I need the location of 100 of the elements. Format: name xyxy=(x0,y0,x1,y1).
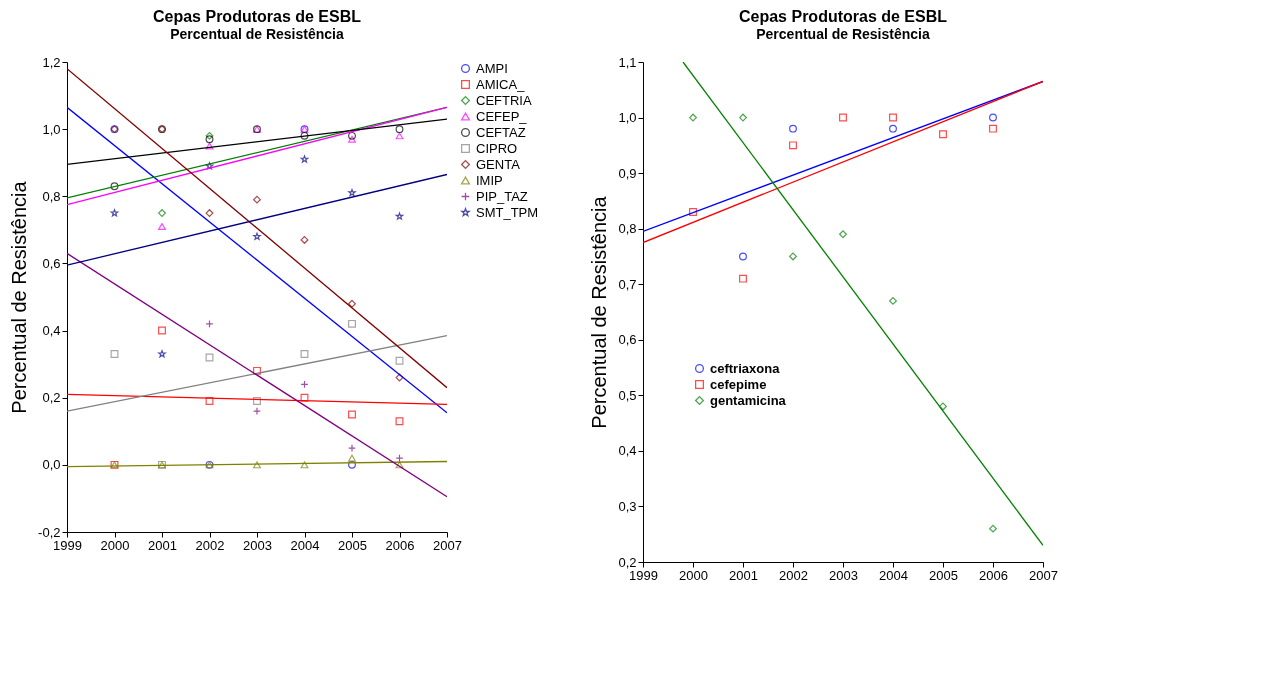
chart-subtitle: Percentual de Resistência xyxy=(170,26,344,42)
point xyxy=(789,141,797,150)
point xyxy=(158,223,166,231)
y-tick-label: 0,5 xyxy=(618,387,637,403)
chart-title: Cepas Produtoras de ESBL xyxy=(152,8,362,25)
point xyxy=(395,373,404,382)
point xyxy=(939,130,947,139)
point xyxy=(348,135,356,143)
x-tick-label: 2001 xyxy=(729,567,758,583)
point xyxy=(205,319,214,328)
x-tick-label: 2007 xyxy=(433,537,462,553)
y-tick-label: 1,0 xyxy=(42,121,61,137)
x-tick-label: 2002 xyxy=(779,567,808,583)
y-tick-label: 0,8 xyxy=(618,221,637,237)
point xyxy=(348,444,356,453)
point xyxy=(889,296,897,305)
legend-label: CEFTAZ xyxy=(476,124,526,140)
point xyxy=(395,454,404,463)
point xyxy=(348,460,356,469)
point xyxy=(789,252,797,261)
point xyxy=(300,393,309,402)
point xyxy=(939,402,947,411)
point xyxy=(300,461,309,469)
point xyxy=(110,209,119,217)
point xyxy=(395,461,404,469)
point xyxy=(253,397,261,406)
y-tick-label: 0,7 xyxy=(618,276,637,292)
legend-label: CEFTRIA xyxy=(476,92,532,108)
point xyxy=(205,353,214,362)
point xyxy=(348,454,356,462)
x-tick-label: 2003 xyxy=(243,537,272,553)
legend-label: AMPI xyxy=(476,60,508,76)
legend-label: CIPRO xyxy=(476,140,518,156)
point xyxy=(739,252,747,261)
point xyxy=(158,326,166,335)
point xyxy=(110,350,119,359)
legend-label: cefepime xyxy=(710,376,767,392)
point xyxy=(348,410,356,419)
point xyxy=(300,155,309,163)
point xyxy=(395,212,404,220)
x-tick-label: 2000 xyxy=(679,567,708,583)
y-tick-label: 1,0 xyxy=(618,110,637,126)
y-tick-label: -0,2 xyxy=(38,524,61,540)
y-axis-title: Percentual de Resistência xyxy=(8,180,31,414)
x-tick-label: 2005 xyxy=(338,537,367,553)
point xyxy=(395,417,404,426)
x-tick-label: 2002 xyxy=(195,537,225,553)
point xyxy=(689,113,697,122)
y-tick-label: 0,3 xyxy=(618,498,637,514)
y-tick-label: 0,2 xyxy=(42,390,61,406)
y-tick-label: 0,6 xyxy=(42,255,61,271)
point xyxy=(158,350,166,358)
point xyxy=(253,461,261,469)
legend-label: AMICA_ xyxy=(476,76,526,92)
point xyxy=(889,124,897,133)
point xyxy=(253,366,261,375)
x-tick-label: 2004 xyxy=(290,537,320,553)
point xyxy=(205,209,214,218)
point xyxy=(348,299,356,308)
point xyxy=(889,113,897,122)
x-tick-label: 2004 xyxy=(879,567,908,583)
x-tick-label: 2007 xyxy=(1029,567,1058,583)
point xyxy=(395,132,404,140)
point xyxy=(348,319,356,328)
point xyxy=(348,131,356,140)
point xyxy=(739,113,747,122)
y-tick-label: 0,4 xyxy=(42,323,61,339)
point xyxy=(205,162,214,170)
point xyxy=(158,209,166,218)
legend-label: GENTA xyxy=(476,156,521,172)
y-tick-label: 0,4 xyxy=(618,443,637,459)
point xyxy=(205,142,214,150)
chart-title: Cepas Produtoras de ESBL xyxy=(738,8,948,25)
x-tick-label: 2003 xyxy=(829,567,858,583)
point xyxy=(300,235,309,244)
point xyxy=(110,182,119,191)
y-tick-label: 0,0 xyxy=(42,457,61,473)
x-tick-label: 2006 xyxy=(385,537,415,553)
point xyxy=(989,124,997,133)
chart-subtitle: Percentual de Resistência xyxy=(756,26,930,42)
legend-label: PIP_TAZ xyxy=(476,188,528,204)
point xyxy=(989,524,997,533)
point xyxy=(253,232,261,240)
point xyxy=(739,274,747,283)
legend-label: IMIP xyxy=(476,172,503,188)
legend-label: SMT_TPM xyxy=(476,204,539,220)
point xyxy=(253,407,261,416)
legend-label: CEFEP_ xyxy=(476,108,528,124)
y-tick-label: 1,2 xyxy=(42,54,61,70)
point xyxy=(300,350,309,359)
y-axis-title: Percentual de Resistência xyxy=(588,195,611,429)
point xyxy=(839,230,847,239)
point xyxy=(395,356,404,365)
x-tick-label: 2006 xyxy=(979,567,1008,583)
legend-label: gentamicina xyxy=(710,392,787,408)
point xyxy=(989,113,997,122)
y-tick-label: 0,9 xyxy=(618,165,637,181)
point xyxy=(205,131,214,140)
point xyxy=(253,195,261,204)
y-tick-label: 0,8 xyxy=(42,188,61,204)
